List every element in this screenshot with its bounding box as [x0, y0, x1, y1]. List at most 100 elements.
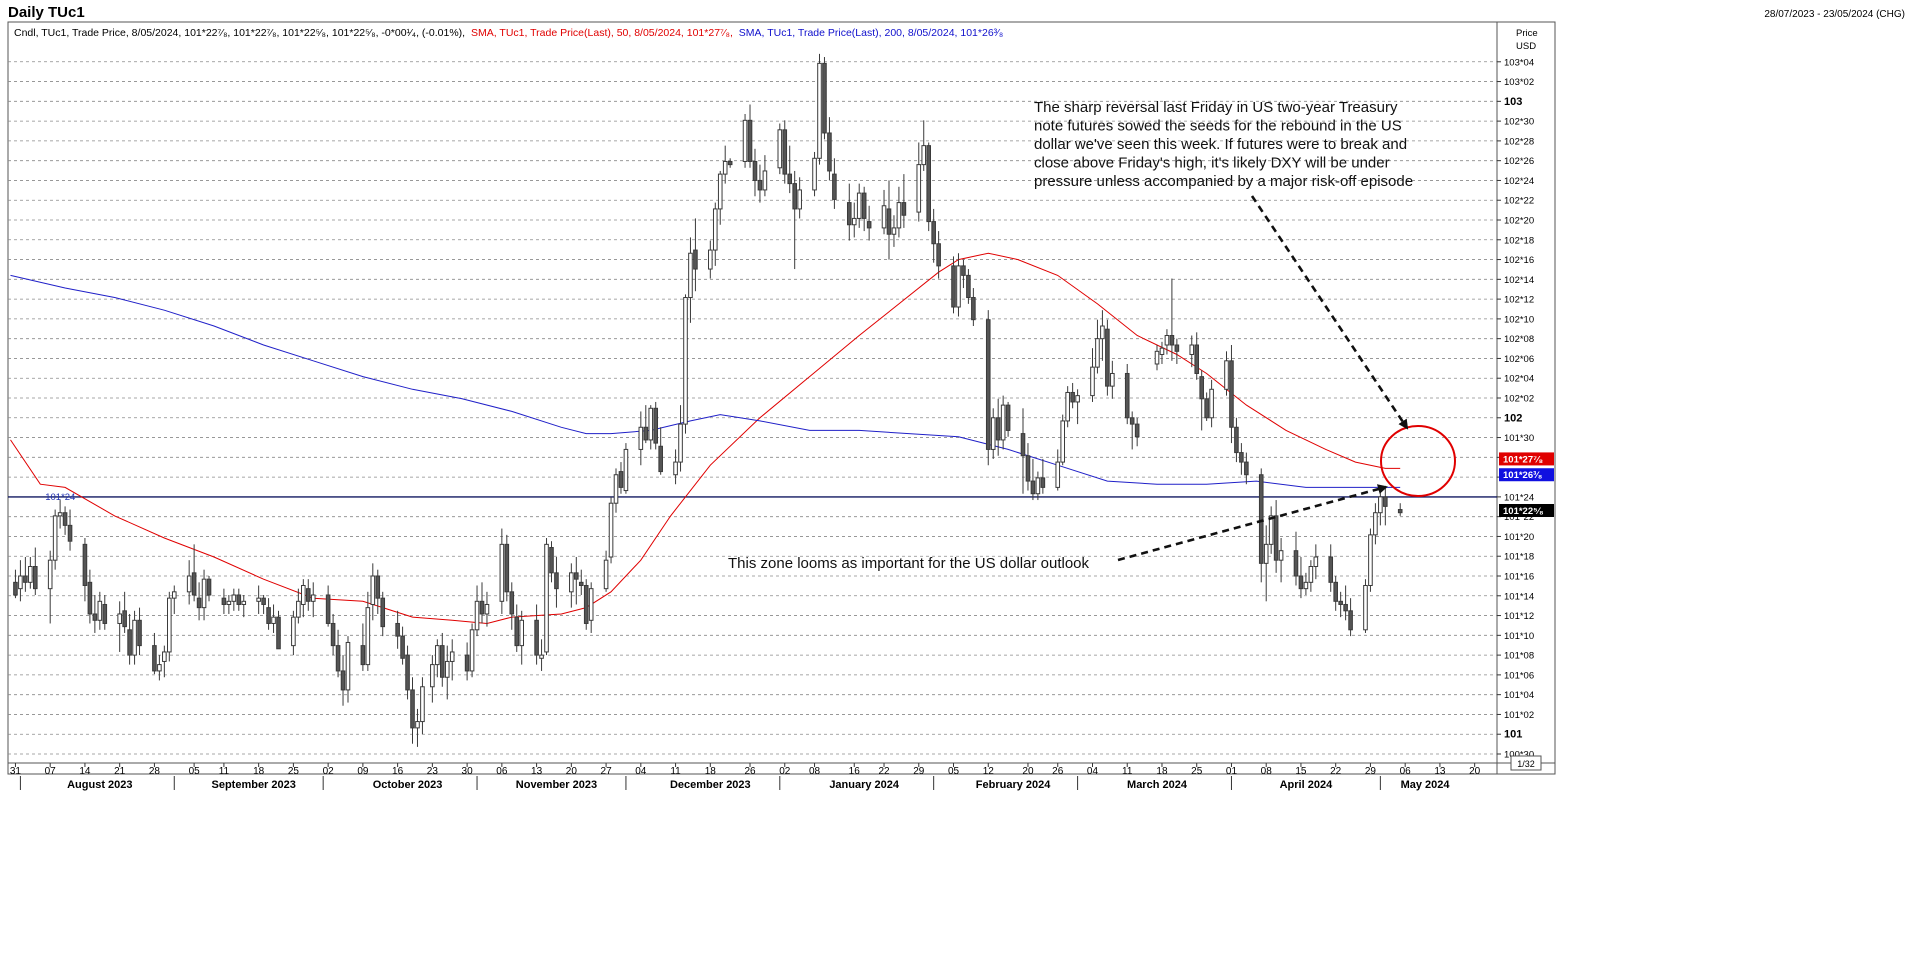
x-tick-label: 16: [392, 766, 404, 777]
candle-down: [514, 616, 520, 647]
x-axis: 31 07 14 21 28 05 11 18 25 02 09 16 23 30 06 13 20 27 04 11…: [10, 763, 1481, 791]
candle-up: [608, 502, 614, 558]
candle-up: [47, 559, 53, 590]
candle-down: [985, 319, 991, 450]
y-axis-title: Price: [1516, 28, 1538, 39]
y-tick-label: 102*30: [1504, 117, 1534, 128]
candle-up: [310, 594, 316, 602]
candle-up: [132, 619, 137, 656]
candle-up: [1095, 338, 1100, 368]
candle-up: [1065, 391, 1070, 422]
candle-up: [1154, 350, 1160, 365]
candle-up: [474, 600, 480, 631]
date-range: 28/07/2023 - 23/05/2024 (CHG): [1764, 9, 1905, 20]
candle-down: [32, 566, 38, 590]
y-tick-label: 102*24: [1504, 176, 1534, 187]
x-tick-label: 25: [288, 766, 300, 777]
x-tick-label: 13: [1434, 766, 1446, 777]
candle-down: [752, 160, 758, 181]
candle-up: [1100, 325, 1105, 340]
x-tick-label: 14: [79, 766, 91, 777]
x-tick-label: 15: [1295, 766, 1307, 777]
candle-up: [856, 192, 862, 219]
candle-up: [777, 129, 783, 169]
y-tick-label: 101*16: [1504, 572, 1534, 583]
month-label: February 2024: [976, 779, 1051, 791]
candle-down: [400, 635, 405, 659]
candle-up: [430, 664, 435, 688]
y-tick-label: 102*20: [1504, 216, 1534, 227]
candle-down: [1397, 509, 1403, 514]
annotation-line: pressure unless accompanied by a major r…: [1034, 173, 1413, 190]
y-tick-label: 102*08: [1504, 334, 1534, 345]
candle-up: [881, 205, 887, 229]
candle-up: [851, 217, 857, 226]
candle-down: [261, 597, 266, 605]
candle-up: [688, 252, 693, 299]
candle-up: [588, 588, 594, 621]
y-tick-label: 102*04: [1504, 374, 1534, 385]
candle-down: [1025, 455, 1031, 482]
candle-up: [370, 575, 376, 605]
candle-down: [861, 192, 867, 219]
legend-sma-200: SMA, TUc1, Trade Price(Last), 200, 8/05/…: [738, 27, 1004, 39]
x-tick-label: 16: [849, 766, 861, 777]
candle-down: [1333, 581, 1338, 602]
candle-up: [1209, 388, 1214, 419]
candle-down: [13, 581, 18, 596]
candle-down: [266, 607, 271, 624]
month-label: September 2023: [211, 779, 295, 791]
candle-up: [167, 597, 172, 653]
candle-up: [1278, 550, 1284, 561]
price-badge: [1499, 452, 1554, 466]
candle-down: [1169, 335, 1175, 346]
price-badge: [1499, 503, 1554, 517]
candle-down: [479, 600, 485, 615]
x-tick-label: 20: [566, 766, 578, 777]
candle-up: [226, 600, 232, 605]
candle-up: [162, 651, 167, 662]
candle-down: [335, 645, 341, 672]
candle-up: [708, 249, 713, 270]
candle-down: [1129, 417, 1135, 425]
candle-up: [762, 170, 768, 191]
candle-down: [931, 221, 936, 245]
candle-down: [206, 578, 212, 596]
x-tick-label: 20: [1022, 766, 1034, 777]
candle-down: [23, 575, 28, 583]
y-tick-label: 102*06: [1504, 354, 1534, 365]
candle-down: [1234, 426, 1239, 454]
candle-down: [102, 603, 108, 624]
candle-down: [643, 426, 649, 441]
chart-title: Daily TUc1: [8, 4, 85, 21]
candle-up: [415, 721, 420, 729]
candle-up: [539, 654, 544, 659]
x-tick-label: 13: [531, 766, 543, 777]
candle-up: [990, 417, 996, 450]
candle-down: [196, 597, 202, 609]
candle-up: [1308, 566, 1314, 583]
candle-up: [1075, 395, 1080, 403]
x-tick-label: 25: [1191, 766, 1203, 777]
candle-up: [717, 173, 723, 210]
y-tick-label: 101*06: [1504, 670, 1534, 681]
annotation-zone: This zone looms as important for the US …: [728, 555, 1090, 572]
candle-down: [1258, 474, 1264, 564]
candle-down: [152, 645, 157, 672]
y-axis: 103*04 103*02 103 102*30 102*28 102*26 102*24 1…: [8, 57, 1534, 761]
candle-up: [678, 423, 683, 463]
candle-up: [1263, 543, 1269, 564]
y-tick-label: 101*22: [1504, 512, 1534, 523]
candle-up: [722, 160, 728, 175]
sma-200-line: [10, 274, 1401, 488]
annotation-main: The sharp reversal last Friday in US two…: [1034, 99, 1413, 190]
candle-up: [435, 645, 440, 666]
candle-down: [127, 629, 132, 656]
x-tick-label: 06: [1400, 766, 1412, 777]
price-badge-label: 101*22⁵⁄₈: [1503, 506, 1544, 517]
y-tick-label: 102*28: [1504, 136, 1534, 147]
y-tick-label: 101*10: [1504, 631, 1534, 642]
candle-down: [1328, 556, 1334, 583]
